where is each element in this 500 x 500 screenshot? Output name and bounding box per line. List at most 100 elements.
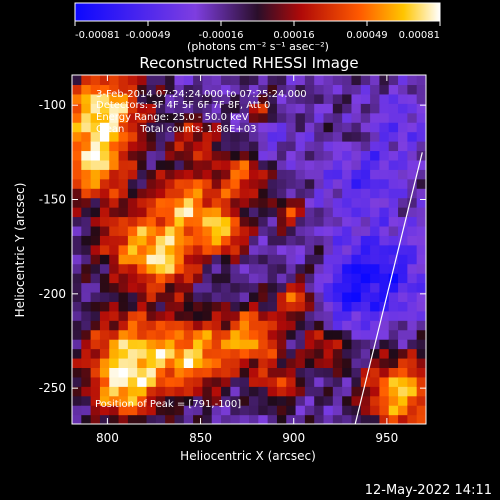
heatmap-cell xyxy=(202,291,213,302)
heatmap-cell xyxy=(388,339,399,350)
heatmap-cell xyxy=(416,188,426,199)
heatmap-cell xyxy=(379,376,390,387)
heatmap-cell xyxy=(221,244,231,255)
heatmap-cell xyxy=(323,405,334,416)
heatmap-cell xyxy=(276,159,287,170)
heatmap-cell xyxy=(398,178,408,189)
heatmap-cell xyxy=(249,112,259,123)
heatmap-cell xyxy=(155,414,166,424)
heatmap-cell xyxy=(388,178,399,189)
heatmap-cell xyxy=(351,75,362,86)
heatmap-cell xyxy=(127,395,138,406)
heatmap-cell xyxy=(388,207,399,218)
heatmap-cell xyxy=(90,159,101,170)
heatmap-cell xyxy=(323,84,334,95)
heatmap-cell xyxy=(388,348,399,359)
heatmap-cell xyxy=(193,367,204,378)
heatmap-cell xyxy=(370,395,381,406)
heatmap-cell xyxy=(81,216,92,227)
heatmap-cell xyxy=(370,244,381,255)
heatmap-cell xyxy=(267,301,278,312)
heatmap-cell xyxy=(286,122,297,133)
heatmap-cell xyxy=(183,282,194,293)
heatmap-cell xyxy=(295,84,306,95)
heatmap-cell xyxy=(221,235,231,246)
heatmap-cell xyxy=(72,329,82,340)
heatmap-cell xyxy=(360,75,371,86)
heatmap-cell xyxy=(193,159,204,170)
heatmap-cell xyxy=(202,122,213,133)
heatmap-cell xyxy=(202,282,213,293)
heatmap-cell xyxy=(342,254,353,265)
heatmap-cell xyxy=(137,282,148,293)
heatmap-cell xyxy=(314,207,325,218)
heatmap-cell xyxy=(174,291,185,302)
heatmap-cell xyxy=(304,376,315,387)
heatmap-cell xyxy=(332,235,343,246)
heatmap-cell xyxy=(360,225,371,236)
heatmap-cell xyxy=(286,301,297,312)
heatmap-cell xyxy=(146,207,157,218)
heatmap-cell xyxy=(239,348,250,359)
heatmap-cell xyxy=(193,310,204,321)
heatmap-cell xyxy=(267,291,278,302)
heatmap-cell xyxy=(276,93,287,104)
heatmap-cell xyxy=(202,339,213,350)
y-axis-label: Heliocentric Y (arcsec) xyxy=(13,183,27,318)
heatmap-cell xyxy=(360,367,371,378)
heatmap-cell xyxy=(118,122,129,133)
heatmap-cell xyxy=(379,310,390,321)
heatmap-cell xyxy=(239,263,250,274)
heatmap-cell xyxy=(351,103,362,114)
heatmap-cell xyxy=(249,141,259,152)
heatmap-cell xyxy=(276,414,287,424)
heatmap-cell xyxy=(370,386,381,397)
heatmap-cell xyxy=(407,357,418,368)
heatmap-cell xyxy=(99,103,110,114)
heatmap-cell xyxy=(314,282,325,293)
heatmap-cell xyxy=(90,273,101,284)
heatmap-cell xyxy=(90,150,101,161)
heatmap-cell xyxy=(379,405,390,416)
heatmap-cell xyxy=(295,103,306,114)
heatmap-cell xyxy=(332,103,343,114)
heatmap-cell xyxy=(407,310,418,321)
heatmap-cell xyxy=(146,178,157,189)
heatmap-cell xyxy=(155,225,166,236)
heatmap-cell xyxy=(174,131,185,142)
heatmap-cell xyxy=(90,414,101,424)
heatmap-cell xyxy=(221,141,231,152)
heatmap-cell xyxy=(230,282,241,293)
heatmap-cell xyxy=(193,339,204,350)
heatmap-cell xyxy=(155,141,166,152)
heatmap-cell xyxy=(323,291,334,302)
heatmap-cell xyxy=(72,169,82,180)
heatmap-cell xyxy=(90,357,101,368)
heatmap-cell xyxy=(267,395,278,406)
heatmap-cell xyxy=(286,216,297,227)
heatmap-cell xyxy=(276,357,287,368)
heatmap-cell xyxy=(174,112,185,123)
heatmap-cell xyxy=(370,273,381,284)
heatmap-cell xyxy=(351,376,362,387)
heatmap-cell xyxy=(276,320,287,331)
heatmap-cell xyxy=(314,291,325,302)
heatmap-cell xyxy=(379,339,390,350)
heatmap-cell xyxy=(211,339,222,350)
heatmap-cell xyxy=(109,216,120,227)
heatmap-cell xyxy=(304,273,315,284)
heatmap-cell xyxy=(286,141,297,152)
annotation-time-range: 3-Feb-2014 07:24:24.000 to 07:25:24.000 xyxy=(96,89,307,100)
heatmap-cell xyxy=(165,216,176,227)
heatmap-cell xyxy=(370,357,381,368)
heatmap-cell xyxy=(360,395,371,406)
heatmap-cell xyxy=(388,150,399,161)
heatmap-cell xyxy=(221,414,231,424)
heatmap-cell xyxy=(99,395,110,406)
heatmap-cell xyxy=(127,150,138,161)
heatmap-cell xyxy=(379,159,390,170)
heatmap-cell xyxy=(118,75,129,86)
heatmap-cell xyxy=(211,188,222,199)
heatmap-cell xyxy=(202,188,213,199)
heatmap-cell xyxy=(155,93,166,104)
